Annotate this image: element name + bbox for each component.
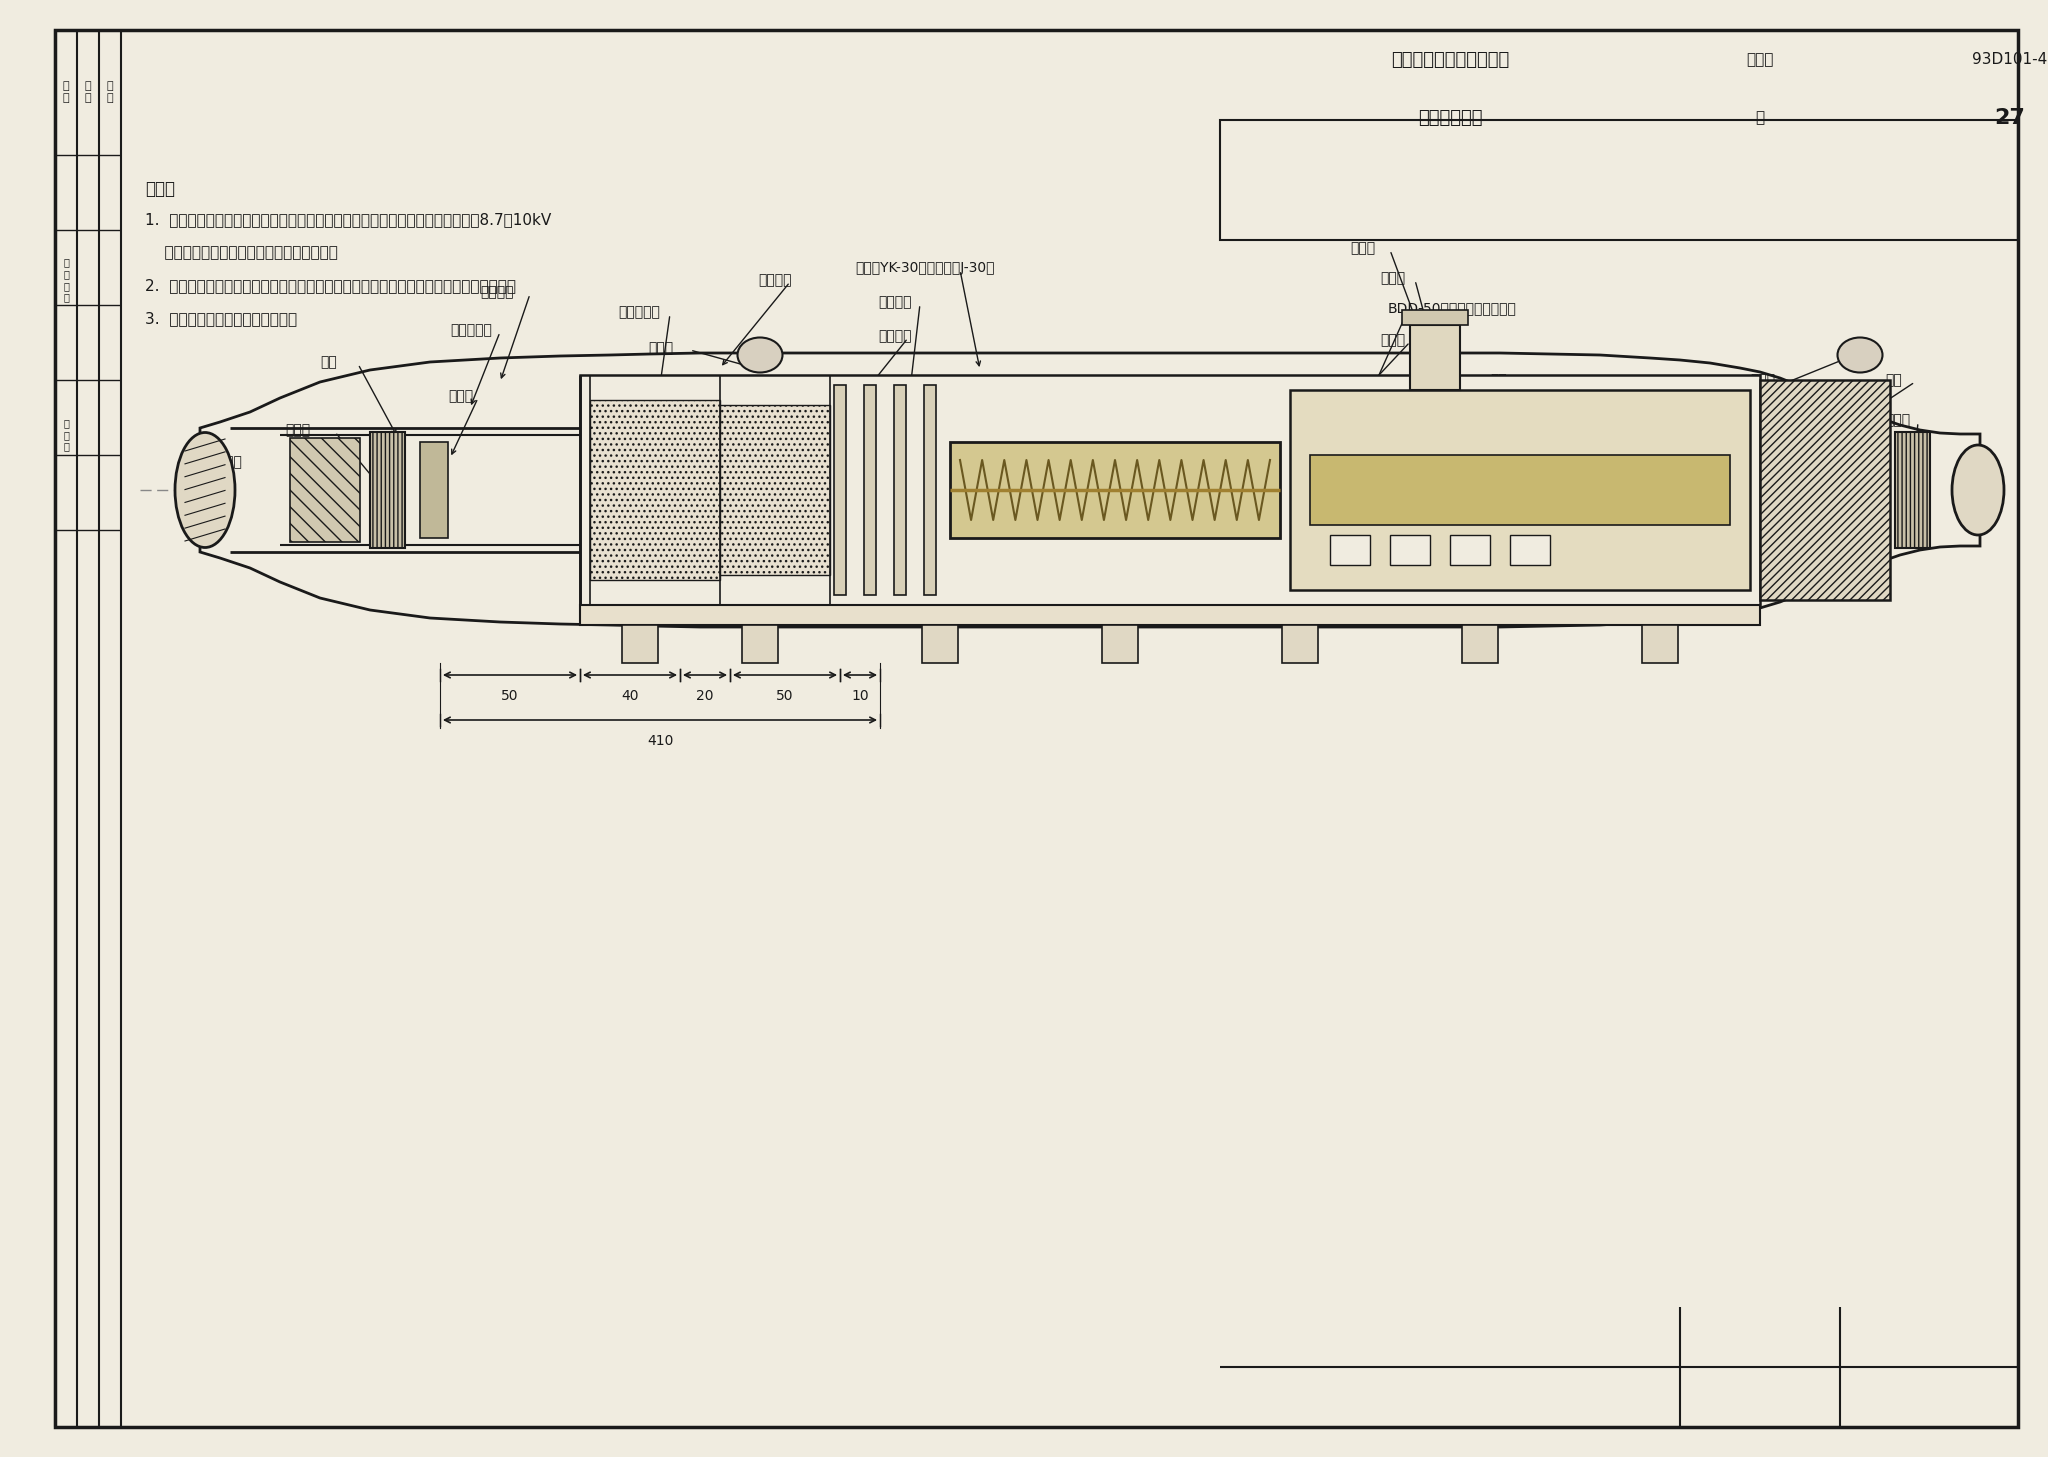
Text: 10: 10 bbox=[852, 689, 868, 702]
Ellipse shape bbox=[1952, 444, 2005, 535]
Text: 连接管: 连接管 bbox=[1380, 334, 1405, 347]
Text: 冷浇剂: 冷浇剂 bbox=[1380, 271, 1405, 286]
Polygon shape bbox=[580, 605, 1759, 625]
Polygon shape bbox=[1282, 625, 1319, 663]
Text: 绝缘隔板: 绝缘隔板 bbox=[879, 329, 911, 342]
Text: 绝缘电缆接头: 绝缘电缆接头 bbox=[1417, 109, 1483, 127]
Text: 地线: 地线 bbox=[319, 356, 336, 369]
Bar bbox=[1290, 390, 1749, 590]
Text: 40: 40 bbox=[621, 689, 639, 702]
Text: 接地线焊点: 接地线焊点 bbox=[451, 323, 492, 337]
Text: 及以下电压等级的交联聚乙烯电缆的连接。: 及以下电压等级的交联聚乙烯电缆的连接。 bbox=[145, 245, 338, 259]
Text: 排气孔: 排气孔 bbox=[647, 341, 674, 356]
Polygon shape bbox=[922, 625, 958, 663]
Text: 密封带: 密封带 bbox=[285, 423, 309, 437]
Text: 工
程
名
称: 工 程 名 称 bbox=[63, 258, 70, 303]
Bar bbox=[1894, 431, 1929, 548]
Ellipse shape bbox=[737, 338, 782, 373]
Text: 页: 页 bbox=[1755, 111, 1765, 125]
Bar bbox=[420, 441, 449, 538]
Text: 1.  弹性冷浇铸式交联聚乙烯绝缘电缆接头适用于地下直埋、电缆沟或电缆隧道内8.7／10kV: 1. 弹性冷浇铸式交联聚乙烯绝缘电缆接头适用于地下直埋、电缆沟或电缆隧道内8.7… bbox=[145, 213, 551, 227]
Polygon shape bbox=[1102, 625, 1139, 663]
Text: 93D101-4: 93D101-4 bbox=[1972, 52, 2048, 67]
Bar bbox=[1403, 310, 1468, 325]
Text: 线芯绝缘: 线芯绝缘 bbox=[879, 294, 911, 309]
Ellipse shape bbox=[174, 433, 236, 548]
Text: 设
计: 设 计 bbox=[63, 82, 70, 103]
Polygon shape bbox=[623, 625, 657, 663]
Polygon shape bbox=[1462, 625, 1497, 663]
Text: 密封带: 密封带 bbox=[1884, 412, 1911, 427]
Bar bbox=[590, 401, 721, 580]
Bar bbox=[895, 385, 905, 594]
Text: 50: 50 bbox=[776, 689, 795, 702]
Bar bbox=[291, 439, 360, 542]
Text: 设
计
号: 设 计 号 bbox=[63, 418, 70, 452]
Text: 排气孔: 排气孔 bbox=[1749, 373, 1776, 388]
Text: 审
核: 审 核 bbox=[106, 82, 113, 103]
Text: 钢扎线: 钢扎线 bbox=[449, 389, 473, 404]
Text: 410: 410 bbox=[647, 734, 674, 747]
Bar bbox=[721, 405, 829, 576]
Bar bbox=[1391, 535, 1430, 565]
Bar bbox=[1450, 535, 1491, 565]
Bar bbox=[950, 441, 1280, 538]
Text: 浇铸口: 浇铸口 bbox=[1350, 240, 1374, 255]
Text: 应力带YK-30（外绕两层J-30）: 应力带YK-30（外绕两层J-30） bbox=[854, 261, 995, 275]
Bar bbox=[834, 385, 846, 594]
Polygon shape bbox=[1642, 625, 1677, 663]
Ellipse shape bbox=[1837, 338, 1882, 373]
Text: 图集号: 图集号 bbox=[1747, 52, 1774, 67]
Text: 半导电层: 半导电层 bbox=[758, 272, 791, 287]
Bar bbox=[1329, 535, 1370, 565]
Polygon shape bbox=[201, 353, 1980, 627]
Text: BDD-50半导电带填充、绕包: BDD-50半导电带填充、绕包 bbox=[1389, 302, 1518, 315]
Text: 3.  接头所需材料由厂家配套供应。: 3. 接头所需材料由厂家配套供应。 bbox=[145, 310, 297, 326]
Bar bbox=[1311, 455, 1731, 525]
Bar bbox=[371, 431, 406, 548]
Text: 塑料外护套: 塑料外护套 bbox=[201, 455, 242, 469]
Text: 弹性冷浇铸式交联聚乙烯: 弹性冷浇铸式交联聚乙烯 bbox=[1391, 51, 1509, 68]
Bar bbox=[924, 385, 936, 594]
Bar bbox=[864, 385, 877, 594]
Text: 20: 20 bbox=[696, 689, 715, 702]
Bar bbox=[1759, 380, 1890, 600]
Bar bbox=[1221, 119, 2017, 240]
Text: 钢带铠装: 钢带铠装 bbox=[479, 286, 514, 299]
Text: 50: 50 bbox=[502, 689, 518, 702]
Text: 附注：: 附注： bbox=[145, 181, 174, 198]
Bar bbox=[1409, 325, 1460, 390]
Text: 导体: 导体 bbox=[1491, 373, 1507, 388]
Polygon shape bbox=[580, 374, 1759, 605]
Text: 校
核: 校 核 bbox=[84, 82, 92, 103]
Text: 27: 27 bbox=[1995, 108, 2025, 128]
Text: 壳体: 壳体 bbox=[1884, 373, 1903, 388]
Bar bbox=[1509, 535, 1550, 565]
Polygon shape bbox=[741, 625, 778, 663]
Text: 2.  冷浇剂采用弹性丁羟聚氨脂，浇铸满后待空气排完时，浇铸口及排气孔上盖上防尘盖。: 2. 冷浇剂采用弹性丁羟聚氨脂，浇铸满后待空气排完时，浇铸口及排气孔上盖上防尘盖… bbox=[145, 278, 516, 293]
Text: 钢带屏蔽层: 钢带屏蔽层 bbox=[618, 305, 659, 319]
